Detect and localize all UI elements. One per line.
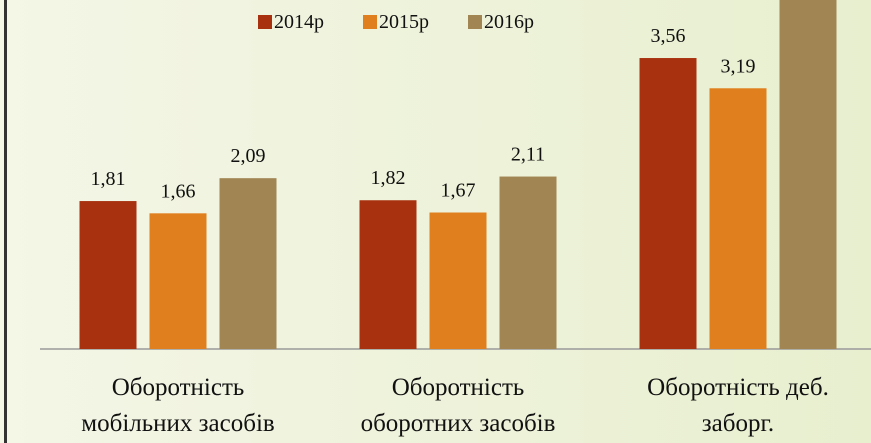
bar — [149, 213, 207, 349]
x-tick-label: Оборотність оборотних засобів — [360, 374, 556, 437]
left-border — [4, 0, 7, 443]
value-label: 1,66 — [161, 180, 196, 202]
legend-swatch — [468, 15, 482, 29]
bar — [639, 58, 697, 349]
value-label: 1,67 — [441, 180, 476, 202]
bar — [779, 0, 837, 350]
x-tick-label: Оборотність деб. заборг. — [647, 374, 829, 437]
legend-label: 2015р — [379, 11, 429, 33]
bar — [359, 200, 417, 349]
legend-label: 2014р — [274, 11, 324, 33]
x-tick-label: Оборотність мобільних засобів — [81, 374, 275, 437]
bar — [79, 201, 137, 349]
value-label: 2,11 — [511, 144, 545, 166]
legend-label: 2016р — [484, 11, 534, 33]
legend-swatch — [258, 15, 272, 29]
bar — [499, 176, 557, 349]
legend-swatch — [363, 15, 377, 29]
value-label: 2,09 — [231, 145, 266, 167]
value-label: 1,82 — [371, 167, 406, 189]
value-label: 1,81 — [91, 168, 126, 190]
bar — [709, 88, 767, 349]
value-label: 3,19 — [721, 55, 756, 77]
bar — [219, 178, 277, 349]
bar — [429, 212, 487, 349]
value-label: 3,56 — [651, 25, 686, 47]
